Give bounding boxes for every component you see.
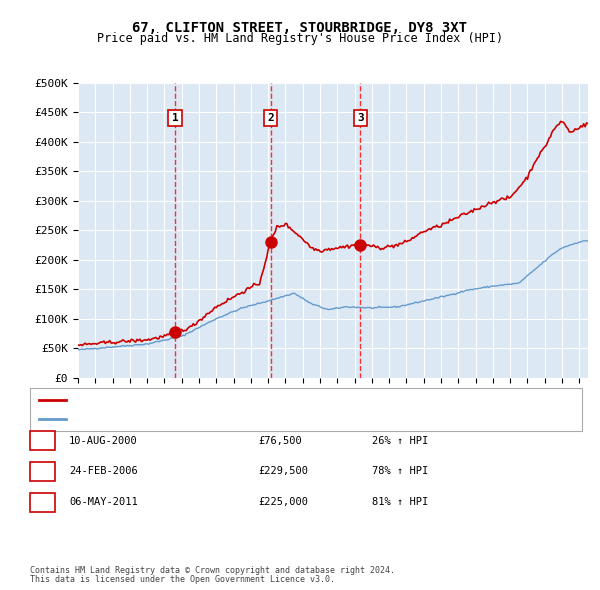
Text: 26% ↑ HPI: 26% ↑ HPI [372,436,428,445]
Text: 67, CLIFTON STREET, STOURBRIDGE, DY8 3XT (semi-detached house): 67, CLIFTON STREET, STOURBRIDGE, DY8 3XT… [71,396,427,405]
Text: 81% ↑ HPI: 81% ↑ HPI [372,497,428,507]
Text: 10-AUG-2000: 10-AUG-2000 [69,436,138,445]
Text: This data is licensed under the Open Government Licence v3.0.: This data is licensed under the Open Gov… [30,575,335,584]
Text: 2: 2 [267,113,274,123]
Text: £225,000: £225,000 [258,497,308,507]
Text: 3: 3 [357,113,364,123]
Text: 24-FEB-2006: 24-FEB-2006 [69,467,138,476]
Text: Contains HM Land Registry data © Crown copyright and database right 2024.: Contains HM Land Registry data © Crown c… [30,566,395,575]
Text: 67, CLIFTON STREET, STOURBRIDGE, DY8 3XT: 67, CLIFTON STREET, STOURBRIDGE, DY8 3XT [133,21,467,35]
Text: Price paid vs. HM Land Registry's House Price Index (HPI): Price paid vs. HM Land Registry's House … [97,32,503,45]
Text: 1: 1 [39,436,46,445]
Text: 1: 1 [172,113,178,123]
Text: 06-MAY-2011: 06-MAY-2011 [69,497,138,507]
Text: HPI: Average price, semi-detached house, Dudley: HPI: Average price, semi-detached house,… [71,414,341,423]
Text: £76,500: £76,500 [258,436,302,445]
Text: 2: 2 [39,467,46,476]
Text: £229,500: £229,500 [258,467,308,476]
Text: 3: 3 [39,497,46,507]
Text: 78% ↑ HPI: 78% ↑ HPI [372,467,428,476]
